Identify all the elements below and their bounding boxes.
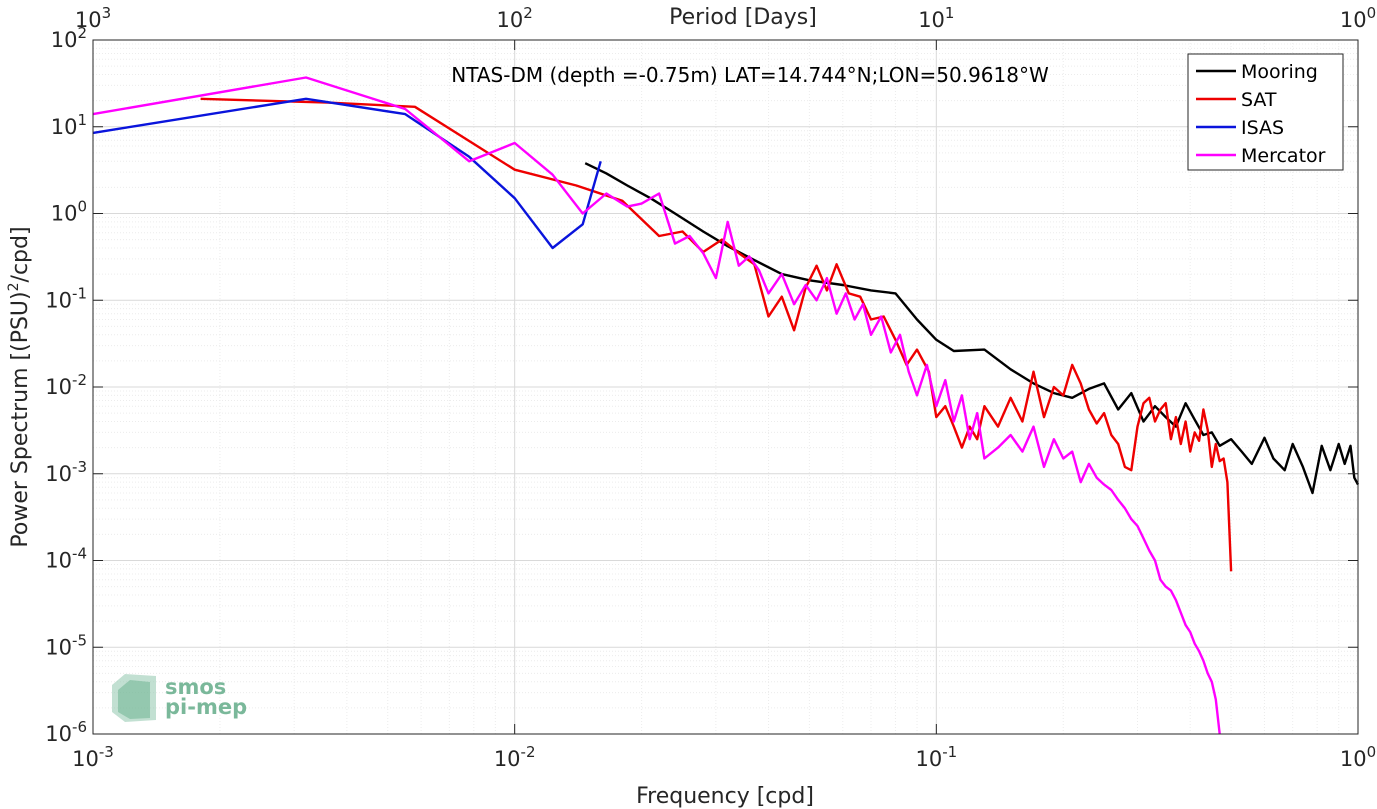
y-tick-label: 10-3: [45, 458, 87, 486]
smos-pimep-logo: smos pi-mep: [112, 674, 247, 722]
x2-tick-label: 102: [497, 4, 533, 32]
y-tick-label: 10-4: [45, 545, 87, 573]
y-tick-label-exp: -4: [72, 545, 87, 563]
logo-wave-icon-2: [118, 680, 150, 719]
y-tick-label: 10-1: [45, 284, 87, 312]
legend-entries: Mooring SAT ISAS Mercator: [1196, 61, 1326, 167]
legend-label-isas: ISAS: [1241, 117, 1284, 139]
y-tick-label-base: 10: [51, 202, 78, 226]
y-tick-label-base: 10: [45, 722, 72, 746]
y-tick-label-exp: -6: [72, 718, 87, 736]
x-tick-label: 10-1: [915, 743, 957, 771]
x-axis-label: Frequency [cpd]: [636, 784, 814, 809]
x-tick-label-exp: 0: [1367, 743, 1377, 761]
logo-line2: pi-mep: [165, 695, 247, 719]
y-tick-label: 10-6: [45, 718, 87, 746]
legend-label-sat: SAT: [1241, 89, 1277, 111]
x2-tick-label-base: 10: [497, 8, 524, 32]
y-tick-label-exp: 2: [77, 24, 87, 42]
y-axis-label-main: Power Spectrum [(PSU): [8, 291, 33, 547]
y-tick-label-exp: 1: [77, 111, 87, 129]
legend: Mooring SAT ISAS Mercator: [1187, 53, 1344, 171]
series-sat-line: [200, 97, 1233, 572]
y-tick-label-exp: -3: [72, 458, 87, 476]
x2-tick-label-exp: 1: [945, 4, 955, 22]
series-isas-line: [92, 97, 602, 250]
y-axis-label-tail: /cpd]: [8, 226, 33, 282]
x-tick-label-exp: -1: [942, 743, 957, 761]
x2-tick-label-base: 10: [1340, 8, 1367, 32]
series-mooring-line: [584, 162, 1360, 495]
x-tick-label-exp: -3: [99, 743, 114, 761]
x2-tick-label-base: 10: [918, 8, 945, 32]
grid: [92, 39, 1359, 735]
x-tick-label-base: 10: [915, 747, 942, 771]
y-tick-label-base: 10: [45, 635, 72, 659]
x2-tick-label: 101: [918, 4, 954, 32]
y-tick-label: 10-5: [45, 631, 87, 659]
x-tick-label-base: 10: [494, 747, 521, 771]
y-tick-label-exp: -5: [72, 631, 87, 649]
y-tick-label-base: 10: [51, 28, 78, 52]
y-tick-label-base: 10: [45, 288, 72, 312]
x2-tick-label-exp: 0: [1367, 4, 1377, 22]
series-mercator-line: [92, 76, 1221, 735]
legend-label-mooring: Mooring: [1241, 61, 1318, 83]
x-tick-label: 10-3: [72, 743, 114, 771]
y-tick-label-exp: -2: [72, 371, 87, 389]
x2-tick-label: 100: [1340, 4, 1376, 32]
x2-axis-label: Period [Days]: [669, 5, 817, 30]
legend-label-mercator: Mercator: [1241, 145, 1326, 167]
y-tick-label-exp: 0: [77, 198, 87, 216]
chart-title: NTAS-DM (depth =-0.75m) LAT=14.744°N;LON…: [451, 63, 1049, 87]
ticks: [92, 39, 1359, 735]
y-tick-label-base: 10: [45, 549, 72, 573]
y-tick-label: 101: [51, 111, 87, 139]
series-layer: [92, 76, 1360, 735]
x-tick-label: 100: [1340, 743, 1376, 771]
x2-tick-label-exp: 3: [102, 4, 112, 22]
y-tick-label: 102: [51, 24, 87, 52]
y-tick-label-base: 10: [45, 375, 72, 399]
logo-line1: smos: [165, 675, 226, 699]
y-tick-label: 10-2: [45, 371, 87, 399]
x2-tick-label: 103: [75, 4, 111, 32]
x-tick-label-exp: -2: [521, 743, 536, 761]
x-tick-label-base: 10: [72, 747, 99, 771]
y-tick-label-exp: -1: [72, 284, 87, 302]
y-tick-label-base: 10: [45, 462, 72, 486]
y-tick-label-base: 10: [51, 115, 78, 139]
x-tick-label-base: 10: [1340, 747, 1367, 771]
x-tick-label: 10-2: [494, 743, 536, 771]
legend-box: [1187, 53, 1344, 171]
y-tick-label: 100: [51, 198, 87, 226]
x2-tick-label-base: 10: [75, 8, 102, 32]
x2-tick-label-exp: 2: [523, 4, 533, 22]
y-axis-label-sup: 2: [6, 282, 22, 291]
y-axis-label: Power Spectrum [(PSU)2/cpd]: [6, 226, 33, 547]
